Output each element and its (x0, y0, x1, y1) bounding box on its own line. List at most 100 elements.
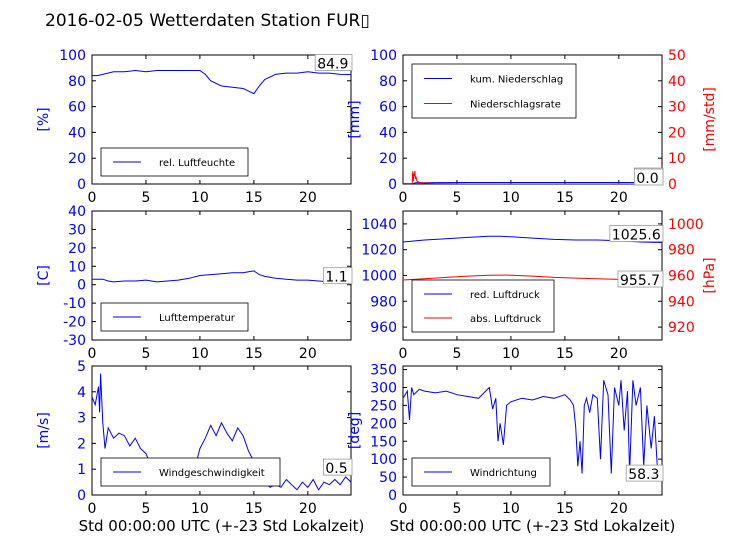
value-label-humidity: 84.9 (317, 56, 348, 72)
legend-precipitation: kum. Niederschlag Niederschlagsrate (411, 63, 577, 119)
y-axis-label: [deg] (347, 412, 363, 449)
y-axis-label: [%] (36, 107, 52, 131)
y-axis-label: [mm] (347, 100, 363, 138)
y-tick-label: 2 (77, 436, 86, 452)
value-label2-pressure-box (617, 270, 664, 288)
y-tick-label: 4 (77, 385, 86, 401)
x-tick-label: 15 (245, 190, 263, 206)
y2-axis-label: [mm/std] (702, 87, 718, 152)
y-tick-label: 10 (68, 259, 86, 275)
panel-wind-speed: 0 5 10 15 20 0 1 2 3 4 5 [m/s] Std 00:00:00 UTC (+-2… (36, 359, 364, 535)
x-tick-label: 5 (141, 346, 150, 362)
x-tick-label: 20 (610, 190, 628, 206)
x-axis-label: Std 00:00:00 UTC (+-23 Std Lokalzeit) (79, 517, 365, 535)
y-tick-label: 100 (370, 48, 397, 64)
y-tick-label: 300 (370, 381, 397, 397)
y-tick-label: 1020 (361, 243, 397, 259)
y2-tick-label: 10 (668, 151, 686, 167)
x-tick-label: 10 (502, 346, 520, 362)
y-tick-label: 150 (370, 434, 397, 450)
y-tick-label: 350 (370, 363, 397, 379)
legend-label: abs. Luftdruck (470, 314, 541, 325)
y2-tick-label: 960 (668, 269, 695, 285)
x-tick-label: 5 (452, 346, 461, 362)
y-tick-label: 1040 (361, 217, 397, 233)
panel-precipitation: 0 5 10 15 20 0 20 40 60 80 100 0 10 20 30 40 50 [mm] [mm/s… (347, 48, 718, 206)
y2-tick-label: 0 (668, 177, 677, 193)
x-tick-label: 5 (452, 501, 461, 517)
x-tick-label: 20 (299, 346, 317, 362)
value-label-wind-speed-box (322, 458, 353, 476)
figure-title: 2016-02-05 Wetterdaten Station FUR▯ (45, 11, 370, 31)
y-tick-label: 3 (77, 411, 86, 427)
y2-axis-label: [hPa] (702, 257, 718, 293)
y-tick-label: 80 (379, 74, 397, 90)
y-tick-label: 1 (77, 462, 86, 478)
x-tick-label: 15 (556, 190, 574, 206)
y2-tick-label: 940 (668, 294, 695, 310)
x-tick-label: 20 (299, 501, 317, 517)
x-tick-label: 20 (610, 346, 628, 362)
legend-label: rel. Luftfeuchte (159, 158, 235, 169)
x-tick-label: 5 (141, 190, 150, 206)
y-tick-label: -30 (63, 333, 86, 349)
x-tick-label: 0 (399, 346, 408, 362)
y-tick-label: 200 (370, 416, 397, 432)
legend-pressure: red. Luftdruck abs. Luftdruck (411, 279, 555, 333)
y-tick-label: 0 (77, 278, 86, 294)
y-tick-label: 250 (370, 398, 397, 414)
legend-humidity: rel. Luftfeuchte (100, 147, 249, 177)
y-tick-label: 5 (77, 359, 86, 375)
x-tick-label: 20 (610, 501, 628, 517)
value-label-pressure-box (609, 225, 664, 242)
y-tick-label: 0 (77, 177, 86, 193)
plot-area-wind-direction (402, 365, 663, 496)
y-tick-label: 20 (68, 241, 86, 257)
y2-tick-label: 50 (668, 48, 686, 64)
x-tick-label: 10 (191, 501, 209, 517)
y-tick-label: 40 (379, 125, 397, 141)
panel-temperature: 0 5 10 15 20 -30 -20 -10 0 10 20 30 40 [C] Lufttempera… (36, 204, 353, 362)
legend-wind-speed: Windgeschwindigkeit (100, 457, 281, 487)
plot-area-wind-speed (91, 365, 352, 496)
y-tick-label: 0 (388, 488, 397, 504)
x-tick-label: 10 (191, 190, 209, 206)
x-tick-label: 10 (191, 346, 209, 362)
y-tick-label: 1000 (361, 269, 397, 285)
x-tick-label: 15 (556, 501, 574, 517)
x-tick-label: 0 (399, 190, 408, 206)
x-axis-label: Std 00:00:00 UTC (+-23 Std Lokalzeit) (390, 517, 676, 535)
y-tick-label: 20 (68, 151, 86, 167)
legend-label: red. Luftdruck (470, 290, 540, 301)
legend-box (411, 63, 577, 119)
legend-temperature: Lufttemperatur (100, 302, 249, 332)
series-line-precipitation-1 (403, 171, 662, 184)
plot-area-humidity (91, 54, 352, 185)
y2-tick-label: 1000 (668, 217, 704, 233)
y-tick-label: -10 (63, 296, 86, 312)
y-tick-label: 40 (68, 204, 86, 220)
value-label2-pressure: 955.7 (620, 273, 660, 289)
value-label2-precipitation: 0.0 (636, 171, 658, 187)
x-tick-label: 0 (88, 346, 97, 362)
legend-box (411, 279, 555, 333)
series-line-wind-direction-0 (403, 380, 662, 475)
value-label-temperature: 1.1 (325, 270, 347, 286)
y2-tick-label: 30 (668, 100, 686, 116)
x-tick-label: 15 (245, 501, 263, 517)
legend-label: Windgeschwindigkeit (159, 468, 265, 479)
series-line-temperature-0 (92, 270, 351, 284)
value-label-temperature-box (322, 267, 353, 285)
x-tick-label: 10 (502, 190, 520, 206)
y-tick-label: 50 (379, 470, 397, 486)
x-tick-label: 0 (88, 190, 97, 206)
x-tick-label: 20 (299, 190, 317, 206)
series-line-humidity-0 (92, 69, 351, 95)
y-tick-label: 30 (68, 222, 86, 238)
y-tick-label: 980 (370, 294, 397, 310)
x-tick-label: 5 (452, 190, 461, 206)
y2-tick-label: 20 (668, 125, 686, 141)
y-tick-label: 80 (68, 74, 86, 90)
